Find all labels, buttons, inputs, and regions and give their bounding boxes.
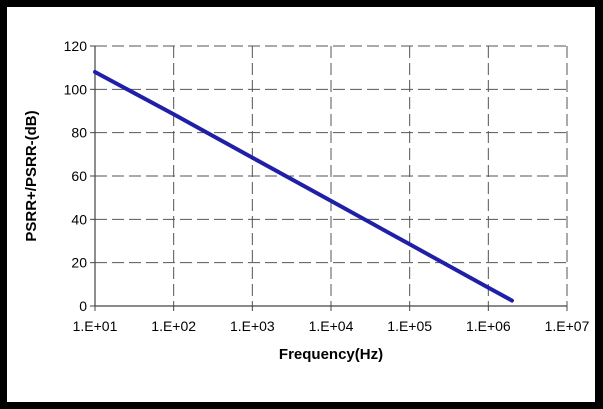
axes	[90, 45, 568, 311]
y-tick-label: 120	[64, 38, 88, 54]
y-tick-label: 40	[71, 211, 87, 227]
y-tick-label: 20	[71, 255, 87, 271]
x-tick-label: 1.E+05	[387, 318, 432, 334]
x-tick-labels: 1.E+01 1.E+02 1.E+03 1.E+04 1.E+05 1.E+06 1.E+…	[73, 318, 590, 334]
gridlines	[95, 45, 568, 306]
x-tick-label: 1.E+07	[545, 318, 590, 334]
y-tick-label: 60	[71, 168, 87, 184]
series-line	[93, 70, 514, 303]
x-tick-label: 1.E+06	[466, 318, 511, 334]
x-tick-label: 1.E+01	[73, 318, 118, 334]
x-tick-label: 1.E+04	[309, 318, 354, 334]
x-tick-label: 1.E+02	[151, 318, 196, 334]
x-tick-label: 1.E+03	[230, 318, 275, 334]
y-tick-label: 0	[79, 298, 87, 314]
series-group	[93, 70, 514, 303]
y-tick-label: 80	[71, 125, 87, 141]
y-tick-label: 100	[64, 81, 88, 97]
y-axis-label: PSRR+/PSRR-(dB)	[23, 110, 40, 241]
y-tick-labels: 0 20 40 60 80 100 120	[64, 38, 88, 314]
x-axis-label: Frequency(Hz)	[279, 346, 383, 363]
